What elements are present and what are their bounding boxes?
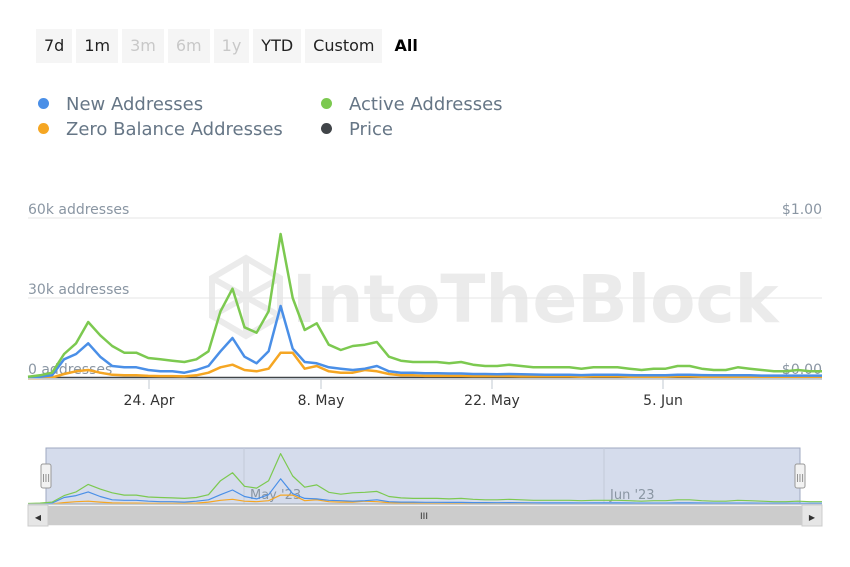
legend-marker-zero-balance (38, 123, 49, 134)
range-button-6m[interactable]: 6m (167, 29, 210, 63)
navigator-handle-left-grip-icon: ||| (42, 473, 50, 482)
scrollbar: ◀ III ▶ (27, 504, 823, 527)
navigator: May '23 Jun '23 ||| ||| (27, 447, 822, 505)
range-button-1y[interactable]: 1y (213, 29, 250, 63)
navigator-handle-left[interactable] (40, 463, 52, 489)
navigator-label-may: May '23 (250, 488, 301, 503)
navigator-mask[interactable] (45, 447, 801, 505)
range-button-3m[interactable]: 3m (122, 29, 164, 63)
navigator-handle-right-grip-icon: ||| (796, 473, 804, 482)
range-button-7d[interactable]: 7d (36, 29, 73, 63)
y-right-tick-label-1: $1.00 (782, 202, 822, 218)
y-tick-label-60k: 60k addresses (28, 202, 129, 218)
watermark: IntoTheBlock (209, 254, 781, 340)
legend-marker-price (321, 123, 332, 134)
scroll-left-arrow-icon: ◀ (35, 513, 42, 522)
range-button-all[interactable]: All (394, 36, 418, 55)
legend-item-zero-balance[interactable]: Zero Balance Addresses (38, 119, 283, 140)
range-button-1m[interactable]: 1m (76, 29, 119, 63)
scrollbar-thumb[interactable] (48, 506, 802, 525)
x-tick-label-8-may: 8. May (298, 393, 345, 409)
legend-item-active-addresses[interactable]: Active Addresses (321, 94, 503, 115)
scrollbar-thumb-grip-icon: III (420, 512, 428, 522)
range-button-custom[interactable]: Custom (305, 29, 383, 63)
navigator-label-jun: Jun '23 (609, 488, 655, 503)
legend-label-zero-balance: Zero Balance Addresses (66, 119, 283, 140)
legend-marker-new-addresses (38, 98, 49, 109)
x-tick-label-24-apr: 24. Apr (124, 393, 175, 409)
legend-item-new-addresses[interactable]: New Addresses (38, 94, 203, 115)
range-button-ytd[interactable]: YTD (253, 29, 302, 63)
series-active-addresses-line (27, 232, 822, 378)
navigator-series-new-addresses-line (27, 478, 822, 505)
navigator-handle-right[interactable] (794, 463, 806, 489)
legend-label-active-addresses: Active Addresses (349, 94, 503, 115)
scrollbar-right-button[interactable] (801, 504, 823, 527)
x-axis-ticks (148, 379, 664, 389)
navigator-series-active-addresses-line (27, 453, 822, 505)
watermark-text: IntoTheBlock (292, 261, 781, 338)
y-tick-label-30k: 30k addresses (28, 282, 129, 298)
range-selector: 7d 1m 3m 6m 1y YTD Custom All (36, 29, 426, 63)
x-tick-label-22-may: 22. May (464, 393, 520, 409)
legend-label-price: Price (349, 119, 393, 140)
x-tick-label-5-jun: 5. Jun (643, 393, 683, 409)
legend-item-price[interactable]: Price (321, 119, 393, 140)
series-new-addresses-line (27, 304, 822, 379)
scroll-right-arrow-icon: ▶ (809, 513, 816, 522)
legend-marker-active-addresses (321, 98, 332, 109)
legend-label-new-addresses: New Addresses (66, 94, 204, 115)
series-zero-balance-addresses-line (28, 351, 822, 380)
